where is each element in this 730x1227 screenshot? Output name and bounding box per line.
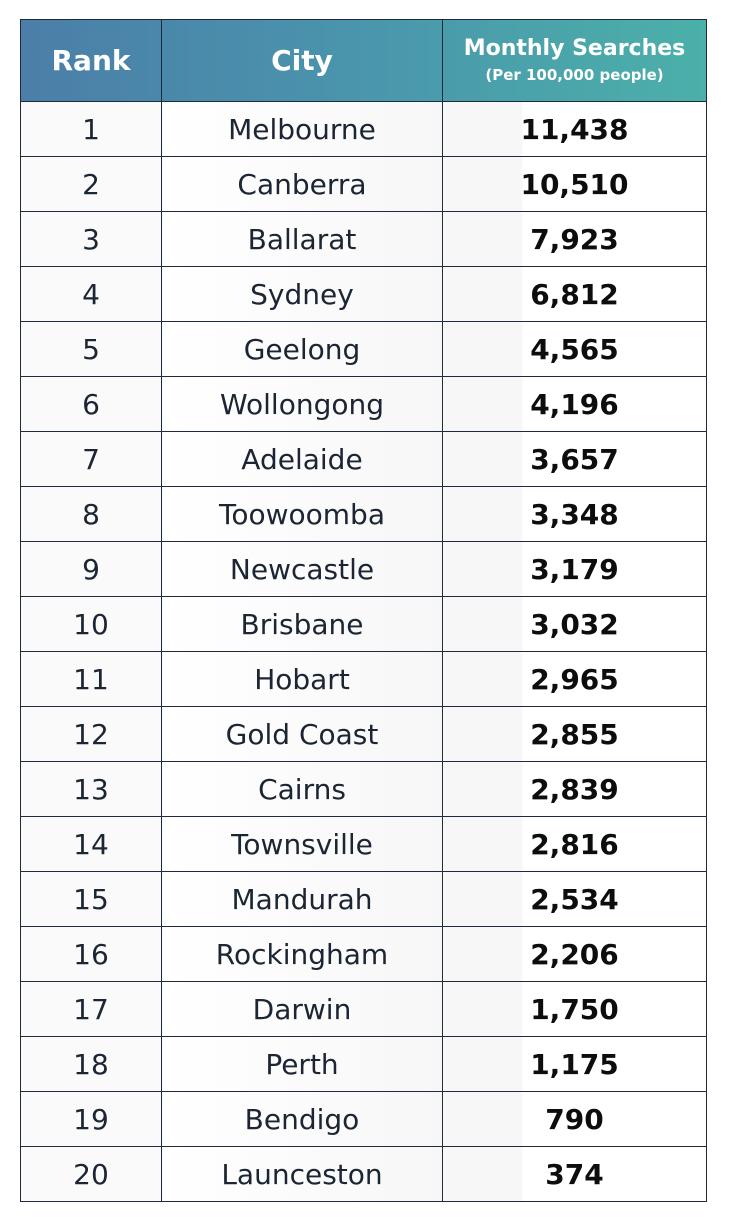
table-row: 19 Bendigo 790 bbox=[20, 1091, 707, 1147]
rank-cell: 17 bbox=[20, 981, 162, 1037]
searches-cell: 2,816 bbox=[442, 816, 707, 872]
searches-cell: 2,839 bbox=[442, 761, 707, 817]
city-cell: Toowoomba bbox=[161, 486, 443, 542]
table-row: 13 Cairns 2,839 bbox=[20, 761, 707, 817]
city-cell: Gold Coast bbox=[161, 706, 443, 762]
city-cell: Launceston bbox=[161, 1146, 443, 1202]
searches-cell: 3,032 bbox=[442, 596, 707, 652]
rank-cell: 5 bbox=[20, 321, 162, 377]
rank-cell: 1 bbox=[20, 101, 162, 157]
table-row: 9 Newcastle 3,179 bbox=[20, 541, 707, 597]
table-row: 4 Sydney 6,812 bbox=[20, 266, 707, 322]
table-row: 14 Townsville 2,816 bbox=[20, 816, 707, 872]
searches-cell: 2,855 bbox=[442, 706, 707, 762]
city-cell: Bendigo bbox=[161, 1091, 443, 1147]
rank-cell: 15 bbox=[20, 871, 162, 927]
searches-cell: 3,179 bbox=[442, 541, 707, 597]
rank-cell: 11 bbox=[20, 651, 162, 707]
table-row: 3 Ballarat 7,923 bbox=[20, 211, 707, 267]
city-cell: Perth bbox=[161, 1036, 443, 1092]
city-cell: Brisbane bbox=[161, 596, 443, 652]
rank-column-header: Rank bbox=[20, 19, 162, 102]
header-row: Rank City Monthly Searches (Per 100,000 … bbox=[20, 19, 707, 102]
table-row: 5 Geelong 4,565 bbox=[20, 321, 707, 377]
table-row: 16 Rockingham 2,206 bbox=[20, 926, 707, 982]
rank-cell: 14 bbox=[20, 816, 162, 872]
table-row: 18 Perth 1,175 bbox=[20, 1036, 707, 1092]
rank-cell: 20 bbox=[20, 1146, 162, 1202]
rank-cell: 2 bbox=[20, 156, 162, 212]
searches-cell: 2,965 bbox=[442, 651, 707, 707]
searches-cell: 1,750 bbox=[442, 981, 707, 1037]
searches-cell: 4,196 bbox=[442, 376, 707, 432]
table-row: 7 Adelaide 3,657 bbox=[20, 431, 707, 487]
searches-header-subtitle: (Per 100,000 people) bbox=[485, 65, 664, 84]
city-cell: Cairns bbox=[161, 761, 443, 817]
table-row: 15 Mandurah 2,534 bbox=[20, 871, 707, 927]
searches-cell: 2,206 bbox=[442, 926, 707, 982]
searches-cell: 2,534 bbox=[442, 871, 707, 927]
table-row: 8 Toowoomba 3,348 bbox=[20, 486, 707, 542]
table-row: 12 Gold Coast 2,855 bbox=[20, 706, 707, 762]
searches-cell: 11,438 bbox=[442, 101, 707, 157]
rank-cell: 4 bbox=[20, 266, 162, 322]
city-cell: Rockingham bbox=[161, 926, 443, 982]
table-body: 1 Melbourne 11,438 2 Canberra 10,510 3 Ballarat… bbox=[20, 101, 707, 1202]
city-cell: Darwin bbox=[161, 981, 443, 1037]
rank-cell: 12 bbox=[20, 706, 162, 762]
searches-cell: 10,510 bbox=[442, 156, 707, 212]
city-cell: Hobart bbox=[161, 651, 443, 707]
ranking-table-container: Rank City Monthly Searches (Per 100,000 … bbox=[20, 19, 707, 1202]
city-cell: Geelong bbox=[161, 321, 443, 377]
table-row: 6 Wollongong 4,196 bbox=[20, 376, 707, 432]
searches-cell: 3,657 bbox=[442, 431, 707, 487]
searches-cell: 4,565 bbox=[442, 321, 707, 377]
city-cell: Mandurah bbox=[161, 871, 443, 927]
rank-cell: 16 bbox=[20, 926, 162, 982]
table-row: 10 Brisbane 3,032 bbox=[20, 596, 707, 652]
rank-cell: 8 bbox=[20, 486, 162, 542]
city-cell: Sydney bbox=[161, 266, 443, 322]
table-row: 2 Canberra 10,510 bbox=[20, 156, 707, 212]
city-cell: Adelaide bbox=[161, 431, 443, 487]
table-header: Rank City Monthly Searches (Per 100,000 … bbox=[20, 19, 707, 102]
rank-cell: 9 bbox=[20, 541, 162, 597]
rank-cell: 18 bbox=[20, 1036, 162, 1092]
rank-cell: 19 bbox=[20, 1091, 162, 1147]
searches-cell: 790 bbox=[442, 1091, 707, 1147]
table-row: 1 Melbourne 11,438 bbox=[20, 101, 707, 157]
searches-cell: 6,812 bbox=[442, 266, 707, 322]
searches-cell: 7,923 bbox=[442, 211, 707, 267]
searches-cell: 3,348 bbox=[442, 486, 707, 542]
searches-cell: 374 bbox=[442, 1146, 707, 1202]
ranking-table: Rank City Monthly Searches (Per 100,000 … bbox=[20, 19, 707, 1202]
table-row: 17 Darwin 1,750 bbox=[20, 981, 707, 1037]
city-cell: Wollongong bbox=[161, 376, 443, 432]
city-cell: Melbourne bbox=[161, 101, 443, 157]
city-cell: Ballarat bbox=[161, 211, 443, 267]
table-row: 11 Hobart 2,965 bbox=[20, 651, 707, 707]
city-cell: Canberra bbox=[161, 156, 443, 212]
rank-cell: 7 bbox=[20, 431, 162, 487]
searches-column-header: Monthly Searches (Per 100,000 people) bbox=[442, 19, 707, 102]
rank-cell: 6 bbox=[20, 376, 162, 432]
city-cell: Newcastle bbox=[161, 541, 443, 597]
searches-cell: 1,175 bbox=[442, 1036, 707, 1092]
rank-cell: 10 bbox=[20, 596, 162, 652]
searches-header-title: Monthly Searches bbox=[463, 35, 686, 61]
table-row: 20 Launceston 374 bbox=[20, 1146, 707, 1202]
rank-cell: 13 bbox=[20, 761, 162, 817]
city-column-header: City bbox=[161, 19, 443, 102]
rank-cell: 3 bbox=[20, 211, 162, 267]
city-cell: Townsville bbox=[161, 816, 443, 872]
